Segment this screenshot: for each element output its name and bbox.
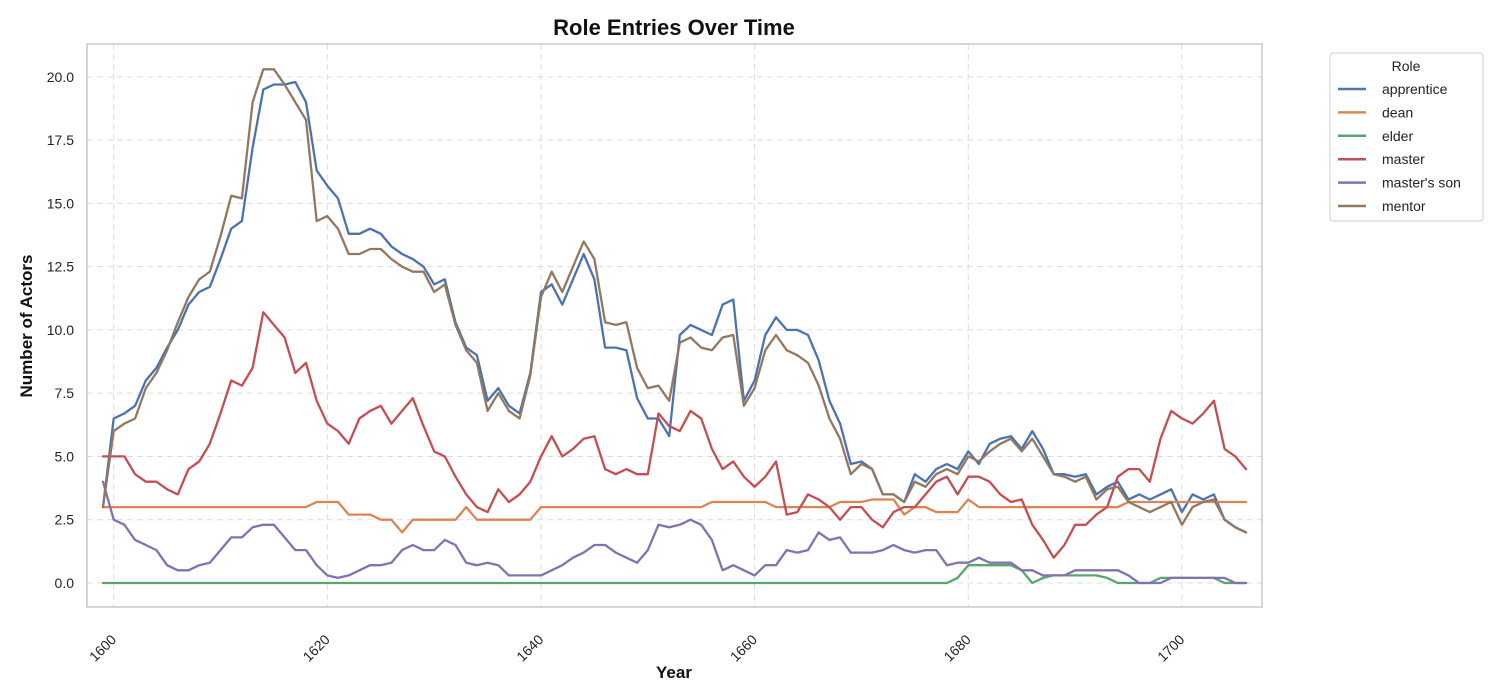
legend-label-mentor: mentor bbox=[1382, 198, 1426, 214]
x-axis-ticks: 1600 1620 1640 1660 1680 1700 bbox=[86, 631, 1188, 664]
x-tick-label: 1640 bbox=[513, 631, 546, 664]
y-axis-title: Number of Actors bbox=[17, 255, 36, 398]
legend-label-dean: dean bbox=[1382, 104, 1413, 120]
series-lines bbox=[101, 68, 1248, 585]
y-axis-ticks: 0.0 2.5 5.0 7.5 10.0 12.5 15.0 17.5 20.0 bbox=[47, 69, 74, 591]
plot-area-frame bbox=[86, 43, 1263, 608]
y-tick-label: 10.0 bbox=[47, 322, 74, 338]
y-tick-label: 0.0 bbox=[55, 575, 75, 591]
legend-label-apprentice: apprentice bbox=[1382, 81, 1448, 97]
series-line-elder bbox=[101, 564, 1248, 585]
chart-title: Role Entries Over Time bbox=[553, 15, 795, 40]
series-line-master bbox=[101, 311, 1248, 559]
series-line-apprentice bbox=[101, 80, 1248, 534]
y-tick-label: 20.0 bbox=[47, 69, 74, 85]
legend-items: apprentice dean elder master master's son men… bbox=[1338, 81, 1461, 214]
x-tick-label: 1700 bbox=[1154, 631, 1187, 664]
x-tick-label: 1620 bbox=[300, 631, 333, 664]
x-axis-title: Year bbox=[656, 663, 692, 682]
series-line-mentor bbox=[101, 68, 1248, 534]
x-tick-label: 1680 bbox=[940, 631, 973, 664]
x-tick-label: 1600 bbox=[86, 631, 119, 664]
y-tick-label: 7.5 bbox=[55, 385, 75, 401]
x-tick-label: 1660 bbox=[727, 631, 760, 664]
y-tick-label: 2.5 bbox=[55, 512, 75, 528]
y-tick-label: 17.5 bbox=[47, 132, 74, 148]
series-line-master-s-son bbox=[101, 480, 1248, 585]
legend-title: Role bbox=[1392, 58, 1421, 74]
y-tick-label: 5.0 bbox=[55, 448, 75, 464]
legend-label-master: master bbox=[1382, 151, 1425, 167]
legend-box bbox=[1329, 52, 1484, 222]
y-tick-label: 15.0 bbox=[47, 195, 74, 211]
legend: Role apprentice dean elder master master's s… bbox=[1329, 52, 1484, 222]
series-line-dean bbox=[101, 498, 1248, 534]
grid bbox=[87, 44, 1262, 607]
y-tick-label: 12.5 bbox=[47, 259, 74, 275]
legend-label-elder: elder bbox=[1382, 128, 1413, 144]
legend-label-master-s-son: master's son bbox=[1382, 175, 1461, 191]
